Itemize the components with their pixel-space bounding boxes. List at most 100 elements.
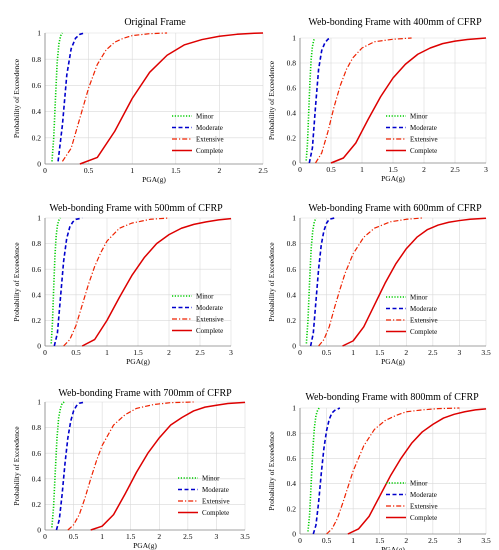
y-tick-label: 0 bbox=[292, 342, 296, 351]
legend-label-minor: Minor bbox=[196, 293, 214, 301]
legend-label-extensive: Extensive bbox=[196, 316, 224, 324]
series-line-complete bbox=[330, 37, 487, 164]
y-tick-label: 0.6 bbox=[32, 81, 42, 90]
legend: Minor Moderate Extensive Complete bbox=[386, 113, 438, 155]
x-tick-label: 2.5 bbox=[428, 348, 438, 357]
y-tick-label: 0.6 bbox=[287, 454, 297, 463]
legend-label-complete: Complete bbox=[410, 328, 437, 336]
series-line-extensive bbox=[318, 217, 423, 347]
x-tick-label: 3.5 bbox=[481, 536, 491, 545]
y-tick-label: 0.2 bbox=[32, 316, 42, 325]
y-axis-label: Probability of Exceedence bbox=[12, 242, 21, 322]
legend-label-moderate: Moderate bbox=[202, 486, 229, 494]
x-tick-label: 1.5 bbox=[375, 348, 385, 357]
chart-panel-5: Web-bonding Frame with 700mm of CFRP 0 0.2… bbox=[12, 388, 250, 550]
x-tick-label: 3.5 bbox=[240, 532, 250, 541]
x-tick-label: 3 bbox=[458, 348, 462, 357]
series-line-moderate bbox=[53, 217, 83, 347]
legend-label-complete: Complete bbox=[202, 509, 229, 517]
series-line-minor bbox=[50, 217, 62, 344]
legend-label-complete: Complete bbox=[196, 147, 223, 155]
legend: Minor Moderate Extensive Complete bbox=[386, 480, 438, 522]
legend-label-moderate: Moderate bbox=[196, 304, 223, 312]
x-tick-label: 2 bbox=[157, 532, 161, 541]
chart-panel-1: Original Frame 0 0.2 0.4 0.6 0.8 1 0 0.5 1 1.5 2 2.5… bbox=[12, 17, 268, 184]
series-line-complete bbox=[79, 32, 264, 165]
x-tick-label: 2 bbox=[404, 536, 408, 545]
series-line-moderate bbox=[57, 32, 85, 162]
y-tick-label: 0.4 bbox=[287, 479, 297, 488]
series-line-moderate bbox=[309, 217, 335, 347]
y-tick-label: 0 bbox=[292, 159, 296, 168]
x-tick-label: 2.5 bbox=[195, 348, 205, 357]
chart-title: Web-bonding Frame with 600mm of CFRP bbox=[308, 203, 482, 214]
x-tick-label: 1 bbox=[360, 165, 364, 174]
y-tick-label: 0.6 bbox=[32, 265, 42, 274]
legend-label-complete: Complete bbox=[196, 327, 223, 335]
legend-label-minor: Minor bbox=[410, 294, 428, 302]
series-line-extensive bbox=[61, 32, 168, 162]
legend-label-minor: Minor bbox=[202, 475, 220, 483]
x-axis-label: PGA(g) bbox=[381, 174, 405, 183]
series-line-minor bbox=[307, 407, 320, 532]
legend-label-complete: Complete bbox=[410, 514, 437, 522]
y-tick-label: 0.8 bbox=[287, 59, 297, 68]
chart-panel-2: Web-bonding Frame with 400mm of CFRP 0 0.2… bbox=[267, 17, 488, 183]
series-line-moderate bbox=[312, 407, 341, 535]
x-tick-label: 3 bbox=[484, 165, 488, 174]
y-axis-label: Probability of Exceedence bbox=[267, 60, 276, 140]
legend-label-minor: Minor bbox=[196, 113, 214, 121]
legend-label-extensive: Extensive bbox=[196, 136, 224, 144]
y-tick-label: 0.4 bbox=[32, 107, 42, 116]
x-tick-label: 2 bbox=[404, 348, 408, 357]
x-tick-label: 0 bbox=[43, 166, 47, 175]
series-line-complete bbox=[81, 217, 232, 347]
legend-label-minor: Minor bbox=[410, 113, 428, 121]
y-tick-label: 0.8 bbox=[32, 239, 42, 248]
x-tick-label: 3 bbox=[458, 536, 462, 545]
x-tick-label: 1.5 bbox=[126, 532, 136, 541]
x-tick-label: 0.5 bbox=[322, 348, 332, 357]
x-axis-label: PGA(g) bbox=[381, 357, 405, 366]
legend: Minor Moderate Extensive Complete bbox=[172, 113, 224, 155]
x-tick-label: 3.5 bbox=[481, 348, 491, 357]
y-tick-label: 1 bbox=[292, 404, 296, 413]
x-tick-label: 1.5 bbox=[388, 165, 398, 174]
y-tick-label: 0.8 bbox=[32, 423, 42, 432]
y-tick-label: 0.2 bbox=[32, 133, 42, 142]
y-tick-label: 0.8 bbox=[287, 239, 297, 248]
x-tick-label: 0 bbox=[298, 165, 302, 174]
series-line-extensive bbox=[63, 217, 170, 347]
chart-panel-3: Web-bonding Frame with 500mm of CFRP 0 0.2… bbox=[12, 203, 233, 366]
y-tick-label: 0 bbox=[37, 342, 41, 351]
chart-panel-4: Web-bonding Frame with 600mm of CFRP 0 0.2… bbox=[267, 203, 491, 366]
series-line-minor bbox=[305, 37, 316, 161]
y-tick-label: 0.8 bbox=[287, 429, 297, 438]
legend-label-extensive: Extensive bbox=[410, 503, 438, 511]
x-axis-label: PGA(g) bbox=[381, 545, 405, 550]
x-tick-label: 1.5 bbox=[171, 166, 181, 175]
series-line-minor bbox=[51, 32, 64, 162]
y-tick-label: 0 bbox=[292, 530, 296, 539]
x-axis-label: PGA(g) bbox=[133, 541, 157, 550]
x-tick-label: 0.5 bbox=[322, 536, 332, 545]
legend: Minor Moderate Extensive Complete bbox=[386, 294, 438, 336]
chart-title: Web-bonding Frame with 500mm of CFRP bbox=[49, 203, 223, 214]
series-line-extensive bbox=[67, 401, 194, 531]
y-axis-label: Probability of Exceedence bbox=[12, 426, 21, 506]
x-tick-label: 2.5 bbox=[450, 165, 460, 174]
x-tick-label: 0.5 bbox=[84, 166, 94, 175]
x-tick-label: 1 bbox=[130, 166, 134, 175]
x-tick-label: 2 bbox=[422, 165, 426, 174]
y-tick-label: 0.2 bbox=[287, 504, 297, 513]
legend-label-minor: Minor bbox=[410, 480, 428, 488]
y-tick-label: 0.4 bbox=[32, 474, 42, 483]
y-tick-label: 0 bbox=[37, 526, 41, 535]
y-tick-label: 1 bbox=[37, 398, 41, 407]
x-tick-label: 3 bbox=[215, 532, 219, 541]
y-axis-label: Probability of Exceedence bbox=[267, 242, 276, 322]
chart-title: Web-bonding Frame with 800mm of CFRP bbox=[305, 392, 479, 403]
x-tick-label: 2.5 bbox=[428, 536, 438, 545]
series-line-minor bbox=[51, 401, 65, 528]
